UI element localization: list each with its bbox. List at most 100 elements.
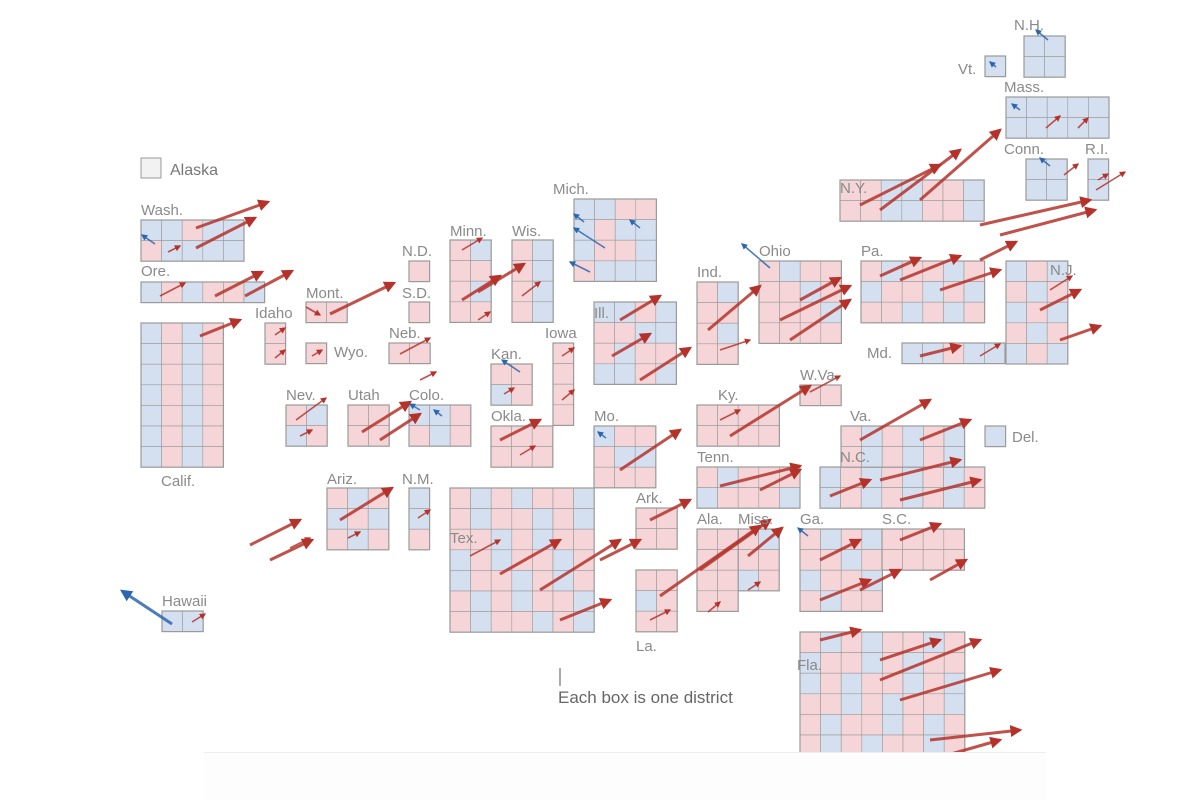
district-box (860, 487, 883, 509)
state-labels-layer: N.H. Vt. Mass. Conn. R.I. N.Y. Wash. Ore. Calif.… (141, 17, 1108, 674)
state-label-nc: N.C. (840, 449, 870, 466)
district-box (655, 322, 677, 344)
district-box (860, 301, 882, 324)
state-nev (285, 404, 328, 447)
shift-arrow-rep (561, 389, 575, 401)
district-box (161, 363, 183, 386)
district-box (840, 693, 863, 715)
district-box (306, 404, 328, 426)
district-box (840, 672, 863, 695)
district-box (1044, 56, 1066, 78)
district-box (634, 425, 657, 447)
shift-arrow-rep (859, 163, 943, 207)
district-box (326, 528, 348, 551)
shift-arrow-rep (899, 667, 1003, 702)
district-box (614, 446, 636, 468)
district-box (882, 693, 904, 715)
district-box (161, 219, 183, 241)
district-box (573, 487, 595, 509)
district-box (490, 590, 513, 612)
district-box (511, 590, 533, 612)
district-box (202, 343, 224, 365)
district-box (593, 446, 615, 468)
state-label-la: La. (636, 638, 657, 655)
district-box (860, 281, 882, 303)
district-box (470, 549, 492, 571)
district-box (656, 590, 678, 612)
district-box (820, 528, 842, 550)
district-box (963, 200, 985, 222)
district-box (449, 508, 471, 530)
district-box (408, 528, 430, 551)
district-box (593, 363, 615, 385)
district-box (923, 693, 945, 715)
state-label-ohio: Ohio (759, 243, 791, 260)
state-miss (737, 528, 780, 592)
shift-arrow-rep (199, 317, 243, 338)
shift-arrow-rep (399, 337, 432, 355)
district-box (614, 198, 637, 220)
district-box (963, 281, 985, 303)
district-box (532, 260, 554, 282)
district-box (1087, 179, 1109, 201)
shift-arrow-rep (649, 609, 672, 621)
shift-arrow-rep (619, 428, 682, 472)
district-box (696, 425, 718, 447)
district-box (161, 384, 183, 406)
district-box (943, 301, 965, 324)
district-box (408, 425, 430, 447)
shift-arrow-rep (289, 537, 312, 549)
district-box (717, 281, 739, 303)
district-box (594, 219, 616, 241)
district-box (696, 590, 718, 612)
district-box (860, 260, 882, 282)
district-box (449, 590, 471, 612)
district-box (449, 570, 471, 592)
district-box (1026, 96, 1048, 118)
shift-arrow-dem (1010, 103, 1021, 111)
district-box (839, 200, 861, 222)
district-box (614, 322, 636, 344)
district-box (1005, 260, 1027, 282)
district-box (902, 425, 924, 447)
state-label-fla: Fla. (797, 657, 822, 674)
district-box (696, 404, 718, 426)
district-box (490, 528, 513, 551)
state-label-del: Del. (1012, 429, 1039, 446)
state-outline (408, 404, 472, 447)
district-box (696, 528, 718, 550)
district-box (820, 672, 842, 695)
state-outline (635, 507, 678, 550)
district-box (820, 549, 842, 571)
shift-arrow-dem (573, 213, 585, 223)
state-outline (408, 301, 431, 324)
state-label-sc: S.C. (882, 511, 911, 528)
district-box (799, 569, 821, 592)
state-minn (449, 239, 492, 324)
shift-arrow-rep (347, 531, 362, 539)
district-box (306, 425, 328, 447)
district-box (635, 590, 657, 612)
district-box (593, 466, 615, 489)
shift-arrow-rep (561, 347, 576, 357)
shift-arrow-rep (611, 332, 653, 358)
district-box (635, 239, 657, 262)
shift-arrow-rep (503, 387, 516, 395)
shift-arrow-rep (707, 601, 721, 613)
district-box (161, 610, 183, 632)
shift-arrow-rep (1095, 171, 1127, 191)
district-box (861, 631, 883, 653)
shift-arrow-rep (919, 417, 973, 442)
district-box (1005, 281, 1027, 303)
district-box (532, 301, 554, 323)
district-box (758, 549, 780, 571)
state-utah (347, 404, 390, 447)
district-box (470, 508, 492, 530)
state-label-ariz: Ariz. (327, 471, 357, 488)
district-box (140, 425, 162, 447)
state-outline (408, 260, 431, 283)
district-box (1005, 117, 1027, 139)
state-ala (696, 528, 739, 613)
state-label-iowa: Iowa (545, 325, 577, 342)
district-box (799, 714, 821, 736)
